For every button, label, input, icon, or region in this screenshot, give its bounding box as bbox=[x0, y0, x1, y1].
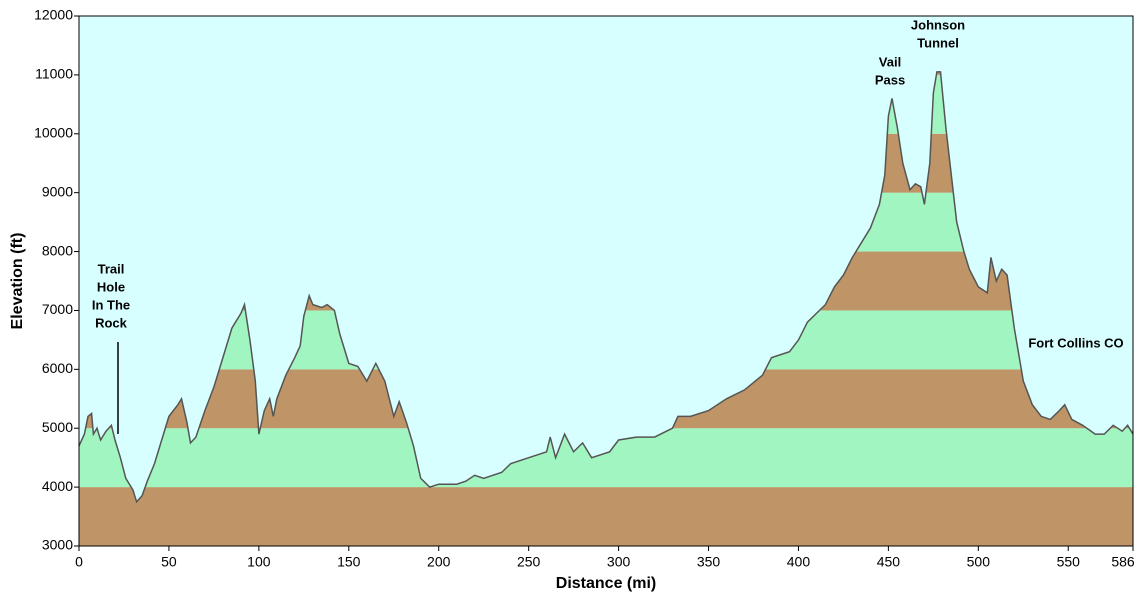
y-axis-label: Elevation (ft) bbox=[9, 233, 26, 330]
elevation-band bbox=[79, 487, 1133, 546]
y-tick-label: 4000 bbox=[42, 478, 73, 494]
x-tick-label: 400 bbox=[787, 554, 811, 570]
y-tick-label: 12000 bbox=[34, 7, 73, 23]
x-tick-label: 550 bbox=[1057, 554, 1081, 570]
y-tick-label: 9000 bbox=[42, 183, 73, 199]
x-tick-label: 450 bbox=[877, 554, 901, 570]
annotation: Fort Collins CO bbox=[1028, 335, 1123, 350]
plot-border bbox=[78, 15, 1134, 547]
y-tick-label: 11000 bbox=[35, 66, 73, 82]
x-axis-label: Distance (mi) bbox=[556, 575, 656, 592]
y-tick-label: 6000 bbox=[42, 360, 73, 376]
x-tick-label: 50 bbox=[161, 554, 177, 570]
x-tick-label: 200 bbox=[427, 554, 451, 570]
x-tick-label: 350 bbox=[697, 554, 721, 570]
x-tick-label: 250 bbox=[517, 554, 541, 570]
annotation: Johnson bbox=[911, 17, 965, 32]
x-tick-label: 100 bbox=[247, 554, 271, 570]
annotation: Tunnel bbox=[917, 35, 959, 50]
x-tick-label: 500 bbox=[967, 554, 991, 570]
x-tick-label: 586 bbox=[1111, 554, 1135, 570]
y-tick-label: 8000 bbox=[42, 242, 73, 258]
annotation: Trail bbox=[98, 261, 125, 276]
x-tick-label: 150 bbox=[337, 554, 361, 570]
annotation: In The bbox=[92, 297, 130, 312]
y-tick-label: 10000 bbox=[34, 124, 73, 140]
annotation: Hole bbox=[97, 279, 125, 294]
annotation: Vail bbox=[879, 54, 901, 69]
annotation: Rock bbox=[95, 315, 128, 330]
y-tick-label: 3000 bbox=[42, 537, 73, 553]
y-tick-label: 5000 bbox=[42, 419, 73, 435]
x-tick-label: 0 bbox=[75, 554, 83, 570]
x-tick-label: 300 bbox=[607, 554, 631, 570]
annotation: Pass bbox=[875, 72, 905, 87]
y-tick-label: 7000 bbox=[42, 301, 73, 317]
elevation-profile bbox=[78, 71, 1134, 504]
